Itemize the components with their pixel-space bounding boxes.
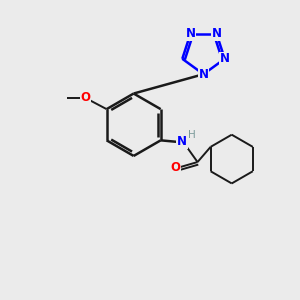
Text: N: N [220,52,230,65]
Text: O: O [170,161,181,175]
Text: H: H [188,130,196,140]
Text: N: N [185,27,195,40]
Text: N: N [212,27,222,40]
Text: N: N [177,135,187,148]
Text: O: O [80,91,90,104]
Text: N: N [199,68,208,81]
